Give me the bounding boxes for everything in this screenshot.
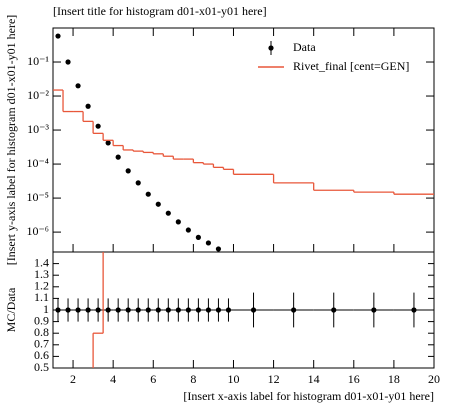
- data-point: [331, 307, 337, 313]
- data-point: [135, 180, 141, 186]
- data-point: [85, 103, 91, 109]
- x-tick-label: 6: [150, 372, 156, 386]
- data-point: [205, 240, 212, 246]
- data-point: [185, 307, 191, 313]
- ratio-y-tick-label: 1.3: [34, 267, 49, 281]
- ratio-y-tick-label: 0.6: [34, 348, 49, 362]
- y-tick-label: 10⁻³: [27, 122, 49, 136]
- data-point: [55, 33, 61, 39]
- data-point: [165, 307, 171, 313]
- data-point: [105, 140, 111, 146]
- data-point: [145, 191, 151, 197]
- data-point: [215, 246, 222, 252]
- data-point: [95, 123, 101, 129]
- data-point: [371, 307, 377, 313]
- y-tick-label: 10⁻²: [27, 88, 49, 102]
- y-tick-label: 10⁻⁵: [26, 190, 49, 204]
- legend-label: Data: [293, 40, 316, 54]
- data-point: [115, 307, 121, 313]
- x-tick-label: 4: [110, 372, 116, 386]
- data-point: [195, 234, 201, 240]
- data-point: [175, 219, 181, 225]
- data-point: [65, 59, 71, 65]
- legend-swatch: [268, 45, 274, 51]
- ratio-y-tick-label: 0.7: [34, 337, 49, 351]
- data-point: [75, 307, 81, 313]
- x-tick-label: 20: [428, 372, 440, 386]
- data-point: [135, 307, 141, 313]
- x-axis-label: [Insert x-axis label for histogram d01-x…: [183, 389, 434, 403]
- ratio-y-label: MC/Data: [4, 287, 18, 332]
- data-point: [85, 307, 91, 313]
- data-point: [411, 307, 417, 313]
- data-point: [95, 307, 101, 313]
- ratio-y-tick-label: 1.1: [34, 290, 49, 304]
- data-point: [145, 307, 151, 313]
- data-point: [65, 307, 71, 313]
- y-axis-label: [Insert y-axis label for histogram d01-x…: [4, 15, 18, 266]
- data-point: [125, 307, 131, 313]
- ratio-y-tick-label: 0.8: [34, 325, 49, 339]
- y-tick-label: 10⁻⁴: [26, 156, 49, 170]
- x-tick-label: 16: [348, 372, 360, 386]
- chart-title: [Insert title for histogram d01-x01-y01 …: [53, 4, 267, 18]
- ratio-y-tick-label: 0.5: [34, 360, 49, 374]
- ratio-y-tick-label: 0.9: [34, 313, 49, 327]
- data-point: [175, 307, 181, 313]
- ratio-y-tick-label: 1.4: [34, 255, 49, 269]
- data-point: [165, 210, 171, 216]
- x-tick-label: 12: [268, 372, 280, 386]
- ratio-y-tick-label: 1.2: [34, 279, 49, 293]
- data-point: [225, 307, 232, 313]
- data-point: [125, 168, 131, 174]
- main-plot: [53, 33, 434, 252]
- y-tick-label: 10⁻¹: [27, 54, 49, 68]
- data-point: [115, 154, 121, 160]
- data-point: [250, 307, 257, 313]
- x-tick-label: 2: [70, 372, 76, 386]
- x-tick-label: 14: [308, 372, 320, 386]
- data-point: [185, 227, 191, 233]
- data-point: [75, 83, 81, 89]
- data-point: [205, 307, 212, 313]
- y-tick-label: 10⁻⁶: [26, 224, 49, 238]
- x-tick-label: 18: [388, 372, 400, 386]
- data-point: [215, 307, 222, 313]
- data-point: [155, 201, 161, 207]
- data-point: [291, 307, 297, 313]
- ratio-y-tick-label: 1: [43, 302, 49, 316]
- data-point: [105, 307, 111, 313]
- legend-label: Rivet_final [cent=GEN]: [293, 59, 409, 73]
- data-point: [195, 307, 201, 313]
- x-tick-label: 10: [227, 372, 239, 386]
- data-point: [155, 307, 161, 313]
- x-tick-label: 8: [190, 372, 196, 386]
